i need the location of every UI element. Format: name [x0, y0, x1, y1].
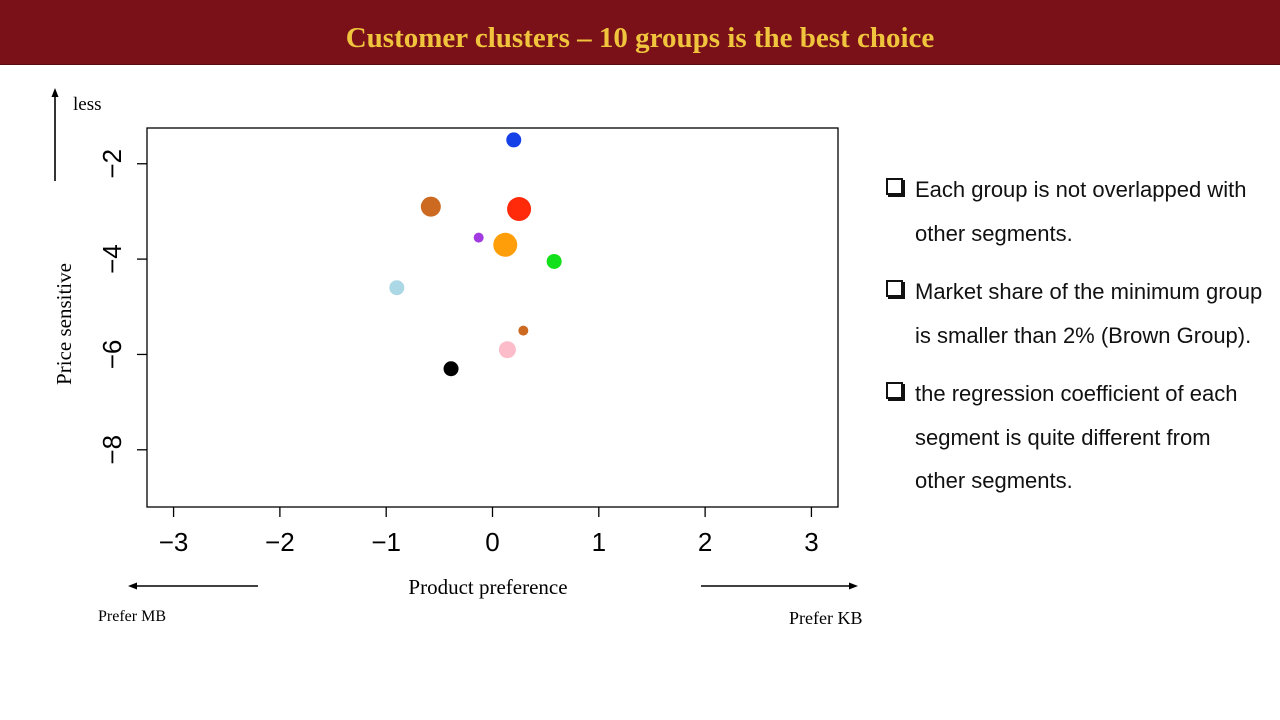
right-arrow — [701, 582, 858, 590]
x-tick-label: −3 — [159, 527, 189, 557]
x-axis: −3 −2 −1 0 1 2 3 — [159, 507, 819, 557]
y-tick-label: −2 — [97, 149, 127, 179]
left-arrow — [128, 582, 258, 590]
data-point — [493, 232, 518, 257]
top-arrow-label: less — [73, 94, 102, 115]
y-axis: −2 −4 −6 −8 — [97, 149, 147, 465]
data-point — [518, 325, 529, 336]
bullet-text: Each group is not overlapped with other … — [915, 177, 1247, 246]
x-axis-label: Product preference — [408, 575, 567, 599]
data-point — [546, 253, 562, 269]
bullet-text: Market share of the minimum group is sma… — [915, 279, 1263, 348]
bullet-list: Each group is not overlapped with other … — [886, 168, 1266, 518]
bullet-item: Market share of the minimum group is sma… — [886, 270, 1266, 357]
y-tick-label: −4 — [97, 244, 127, 274]
bullet-item: Each group is not overlapped with other … — [886, 168, 1266, 255]
plot-frame — [146, 127, 839, 508]
up-arrow — [51, 88, 59, 181]
bullet-item: the regression coefficient of each segme… — [886, 372, 1266, 503]
y-tick-label: −8 — [97, 435, 127, 465]
data-point — [473, 232, 484, 243]
x-tick-label: 1 — [592, 527, 606, 557]
slide-title: Customer clusters – 10 groups is the bes… — [345, 22, 935, 54]
x-tick-label: 0 — [485, 527, 499, 557]
data-point — [506, 132, 522, 148]
x-tick-label: −2 — [265, 527, 295, 557]
checkbox-bullet-icon — [886, 382, 903, 399]
data-point — [498, 341, 516, 359]
y-axis-label: Price sensitive — [52, 263, 76, 385]
right-arrow-label: Prefer KB — [789, 608, 862, 628]
title-bar — [0, 0, 1280, 65]
x-tick-label: −1 — [371, 527, 401, 557]
checkbox-bullet-icon — [886, 178, 903, 195]
data-point — [443, 361, 459, 377]
x-tick-label: 3 — [804, 527, 818, 557]
bullet-text: the regression coefficient of each segme… — [915, 381, 1238, 493]
data-point — [507, 197, 532, 222]
data-points — [389, 132, 562, 377]
left-arrow-label: Prefer MB — [98, 608, 166, 625]
y-tick-label: −6 — [97, 340, 127, 370]
x-tick-label: 2 — [698, 527, 712, 557]
data-point — [420, 196, 441, 217]
checkbox-bullet-icon — [886, 280, 903, 297]
data-point — [389, 280, 405, 296]
